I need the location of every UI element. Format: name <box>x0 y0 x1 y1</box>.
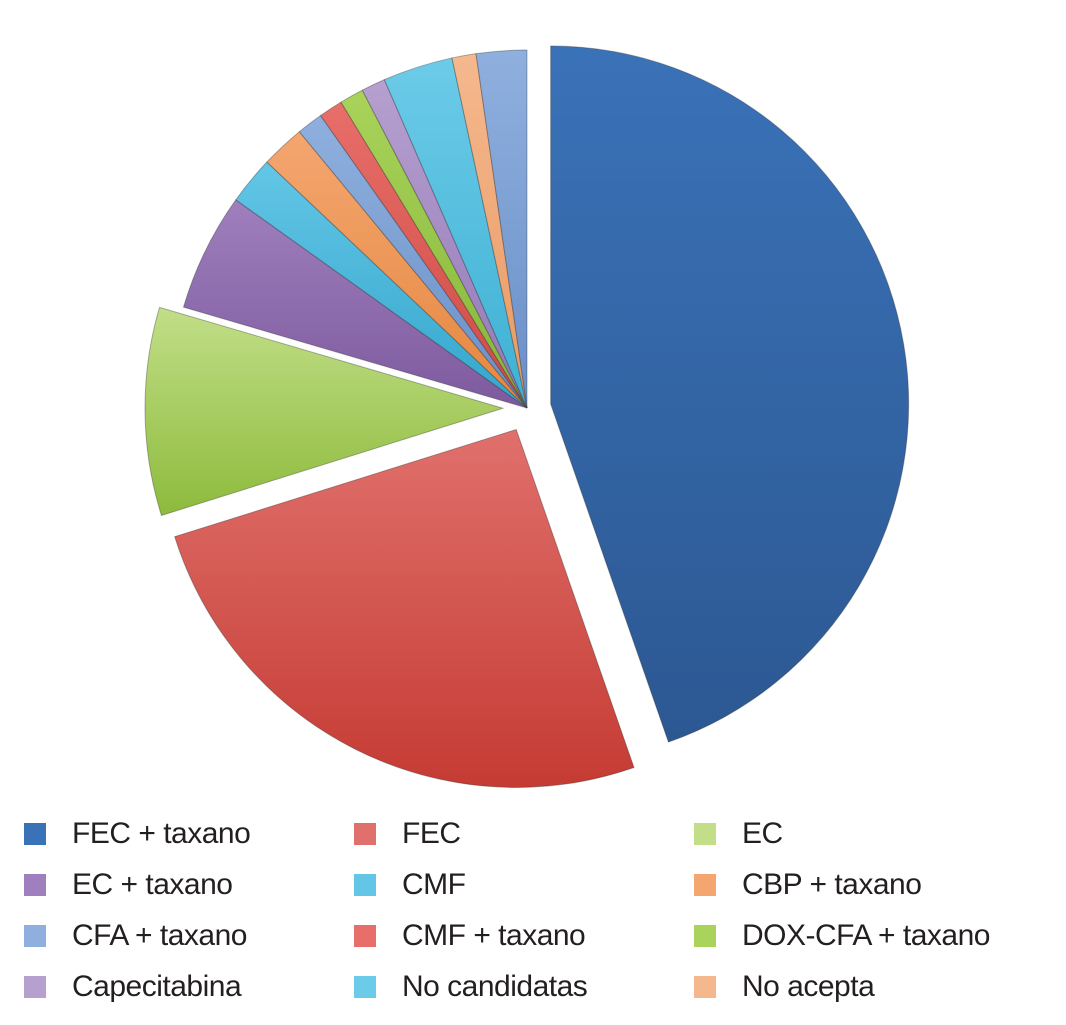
legend-label: DOX-CFA + taxano <box>742 918 990 952</box>
legend-swatch <box>354 975 376 998</box>
pie-slice <box>550 45 910 743</box>
legend-label: No acepta <box>742 969 875 1003</box>
pie-chart-svg <box>144 45 910 788</box>
legend-swatch <box>694 975 716 998</box>
legend-item: EC <box>694 808 1054 859</box>
legend-label: No candidatas <box>402 969 588 1003</box>
legend-label: EC <box>742 816 783 850</box>
pie-slice <box>182 199 528 409</box>
legend-swatch <box>694 822 716 845</box>
legend-swatch <box>24 822 46 845</box>
pie-slice <box>361 78 528 409</box>
legend-label: CMF <box>402 867 466 901</box>
legend-label: CFA + taxano <box>72 918 247 952</box>
pie-slice <box>319 101 528 409</box>
legend-label: Capecitabina <box>72 969 242 1003</box>
legend-swatch <box>694 873 716 896</box>
legend-item: Capecitabina <box>24 961 354 1012</box>
legend-swatch <box>354 873 376 896</box>
legend-item: No candidatas <box>354 961 694 1012</box>
pie-slice <box>298 114 528 409</box>
legend-label: FEC + taxano <box>72 816 251 850</box>
legend-swatch <box>24 975 46 998</box>
pie-slice <box>266 130 528 409</box>
legend-swatch <box>354 924 376 947</box>
legend-swatch <box>354 822 376 845</box>
pie-slice <box>174 428 635 788</box>
legend-item: CMF + taxano <box>354 910 694 961</box>
legend-item: FEC <box>354 808 694 859</box>
pie-slice <box>144 306 505 517</box>
legend-swatch <box>24 924 46 947</box>
legend-swatch <box>24 873 46 896</box>
pie-slice <box>451 53 528 409</box>
legend-item: CMF <box>354 859 694 910</box>
pie-slice <box>340 89 528 409</box>
pie-slice <box>383 57 528 409</box>
legend: FEC + taxano FEC EC EC + taxano CMF CBP + tax… <box>24 808 1054 1013</box>
pie-slice <box>475 49 528 409</box>
legend-item: CFA + taxano <box>24 910 354 961</box>
legend-swatch <box>694 924 716 947</box>
legend-label: FEC <box>402 816 461 850</box>
pie-slice <box>235 161 528 409</box>
legend-item: DOX-CFA + taxano <box>694 910 1054 961</box>
pie-chart <box>144 45 910 788</box>
legend-item: CBP + taxano <box>694 859 1054 910</box>
legend-label: CMF + taxano <box>402 918 586 952</box>
legend-item: FEC + taxano <box>24 808 354 859</box>
legend-label: CBP + taxano <box>742 867 922 901</box>
legend-label: EC + taxano <box>72 867 233 901</box>
legend-item: No acepta <box>694 961 1054 1012</box>
legend-item: EC + taxano <box>24 859 354 910</box>
